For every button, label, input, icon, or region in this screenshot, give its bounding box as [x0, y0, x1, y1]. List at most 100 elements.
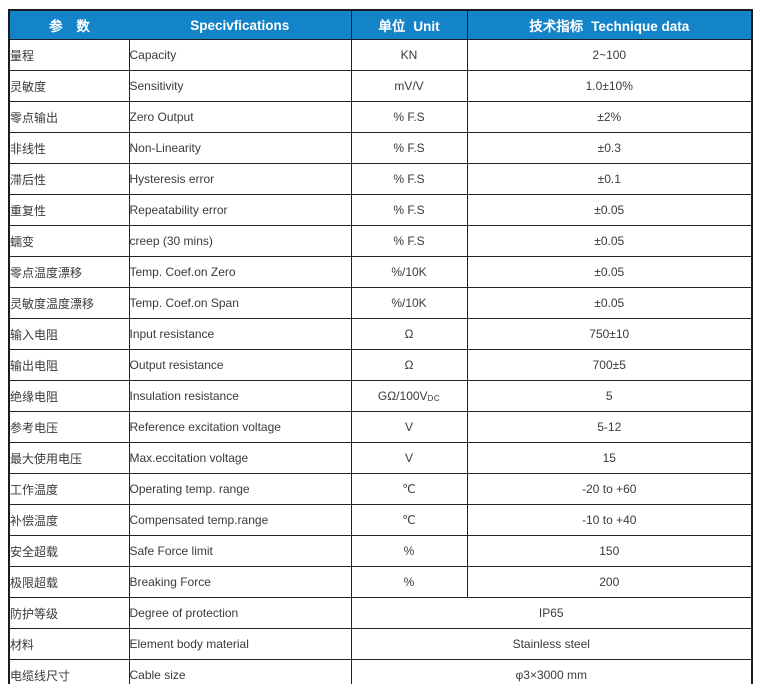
- table-row: 蠕变 creep (30 mins)% F.S ±0.05: [8, 225, 753, 257]
- unit-cell: %/10K: [350, 287, 468, 319]
- param-cell: 材料: [8, 628, 130, 660]
- value-cell: 1.0±10%: [466, 70, 753, 102]
- spec-cell: Capacity: [128, 39, 352, 71]
- spec-table-body: 量程 Capacity KN 2~100 灵敏度 Sensitivity mV/V 1.0±1…: [8, 39, 753, 684]
- param-cell: 最大使用电压: [8, 442, 130, 474]
- table-row: 零点温度漂移 Temp. Coef.on Zero %/10K ±0.05: [8, 256, 753, 288]
- unit-cell: ℃: [350, 504, 468, 536]
- spec-cell: Degree of protection: [128, 597, 352, 629]
- table-row: 防护等级 Degree of protection IP65: [8, 597, 753, 629]
- param-cell: 电缆线尺寸: [8, 659, 130, 684]
- value-cell: -10 to +40: [466, 504, 753, 536]
- param-cell: 参考电压: [8, 411, 130, 443]
- header-col-specifications: Specivfications: [129, 10, 351, 40]
- spec-table: 参 数 Specivfications 单位 Unit 技术指标 Technique…: [8, 9, 753, 684]
- unit-cell: Ω: [350, 318, 468, 350]
- table-row: 最大使用电压 Max.eccitation voltage V 15: [8, 442, 753, 474]
- header-col-unit: 单位 Unit: [350, 10, 467, 40]
- spec-cell: Operating temp. range: [128, 473, 352, 505]
- spec-cell: Non-Linearity: [128, 132, 352, 164]
- spec-cell: creep (30 mins): [128, 225, 352, 257]
- merged-value-cell: IP65: [350, 597, 753, 629]
- spec-cell: Repeatability error: [128, 194, 352, 226]
- unit-cell: %: [350, 566, 468, 598]
- spec-cell: Cable size: [128, 659, 352, 684]
- spec-cell: Insulation resistance: [128, 380, 352, 412]
- table-row: 材料 Element body material Stainless steel: [8, 628, 753, 660]
- param-cell: 输出电阻: [8, 349, 130, 381]
- unit-cell: % F.S: [350, 163, 468, 195]
- unit-cell: % F.S: [350, 225, 468, 257]
- value-cell: ±0.05: [466, 225, 753, 257]
- value-cell: ±2%: [466, 101, 753, 133]
- header-col-technique-data: 技术指标 Technique data: [466, 10, 752, 40]
- header-specifications-label: Specivfications: [190, 17, 290, 33]
- unit-cell: Ω: [350, 349, 468, 381]
- unit-cell: % F.S: [350, 132, 468, 164]
- header-parameter-label: 参 数: [49, 19, 90, 34]
- unit-cell: %/10K: [350, 256, 468, 288]
- unit-cell: KN: [350, 39, 468, 71]
- table-row: 安全超载 Safe Force limit% 150: [8, 535, 753, 567]
- param-cell: 滞后性: [8, 163, 130, 195]
- value-cell: ±0.05: [466, 194, 753, 226]
- table-row: 电缆线尺寸 Cable size φ3×3000 mm: [8, 659, 753, 684]
- param-cell: 防护等级: [8, 597, 130, 629]
- value-cell: 200: [466, 566, 753, 598]
- param-cell: 输入电阻: [8, 318, 130, 350]
- unit-cell: % F.S: [350, 194, 468, 226]
- param-cell: 量程: [8, 39, 130, 71]
- param-cell: 灵敏度: [8, 70, 130, 102]
- value-cell: 5: [466, 380, 753, 412]
- value-cell: 2~100: [466, 39, 753, 71]
- table-row: 补偿温度 Compensated temp.range ℃ -10 to +40: [8, 504, 753, 536]
- value-cell: ±0.05: [466, 256, 753, 288]
- param-cell: 零点输出: [8, 101, 130, 133]
- unit-cell: V: [350, 442, 468, 474]
- table-row: 极限超载 Breaking Force% 200: [8, 566, 753, 598]
- spec-cell: Sensitivity: [128, 70, 352, 102]
- spec-cell: Element body material: [128, 628, 352, 660]
- table-row: 零点输出 Zero Output% F.S ±2%: [8, 101, 753, 133]
- table-row: 量程 Capacity KN 2~100: [8, 39, 753, 71]
- value-cell: ±0.1: [466, 163, 753, 195]
- param-cell: 安全超载: [8, 535, 130, 567]
- spec-cell: Output resistance: [128, 349, 352, 381]
- spec-cell: Hysteresis error: [128, 163, 352, 195]
- param-cell: 绝缘电阻: [8, 380, 130, 412]
- param-cell: 极限超载: [8, 566, 130, 598]
- header-unit-label-en: Unit: [413, 19, 440, 34]
- table-row: 输出电阻 Output resistance Ω 700±5: [8, 349, 753, 381]
- header-unit-label-cn: 单位: [378, 19, 406, 34]
- spec-cell: Max.eccitation voltage: [128, 442, 352, 474]
- header-technique-label-cn: 技术指标: [529, 19, 584, 34]
- table-row: 绝缘电阻 Insulation resistance GΩ/100VDC 5: [8, 380, 753, 412]
- param-cell: 零点温度漂移: [8, 256, 130, 288]
- table-row: 工作温度 Operating temp. range ℃ -20 to +60: [8, 473, 753, 505]
- value-cell: -20 to +60: [466, 473, 753, 505]
- merged-value-cell: φ3×3000 mm: [350, 659, 753, 684]
- spec-cell: Input resistance: [128, 318, 352, 350]
- unit-cell: mV/V: [350, 70, 468, 102]
- spec-cell: Compensated temp.range: [128, 504, 352, 536]
- param-cell: 蠕变: [8, 225, 130, 257]
- value-cell: ±0.3: [466, 132, 753, 164]
- spec-cell: Zero Output: [128, 101, 352, 133]
- table-header-row: 参 数 Specivfications 单位 Unit 技术指标 Technique…: [9, 10, 752, 40]
- spec-cell: Temp. Coef.on Zero: [128, 256, 352, 288]
- value-cell: 5-12: [466, 411, 753, 443]
- spec-cell: Temp. Coef.on Span: [128, 287, 352, 319]
- value-cell: 150: [466, 535, 753, 567]
- table-row: 灵敏度 Sensitivity mV/V 1.0±10%: [8, 70, 753, 102]
- param-cell: 补偿温度: [8, 504, 130, 536]
- value-cell: 700±5: [466, 349, 753, 381]
- spec-cell: Breaking Force: [128, 566, 352, 598]
- table-row: 重复性 Repeatability error% F.S ±0.05: [8, 194, 753, 226]
- unit-cell: V: [350, 411, 468, 443]
- header-technique-label-en: Technique data: [591, 19, 690, 34]
- unit-cell: %: [350, 535, 468, 567]
- param-cell: 非线性: [8, 132, 130, 164]
- value-cell: 750±10: [466, 318, 753, 350]
- table-row: 参考电压 Reference excitation voltage V 5-12: [8, 411, 753, 443]
